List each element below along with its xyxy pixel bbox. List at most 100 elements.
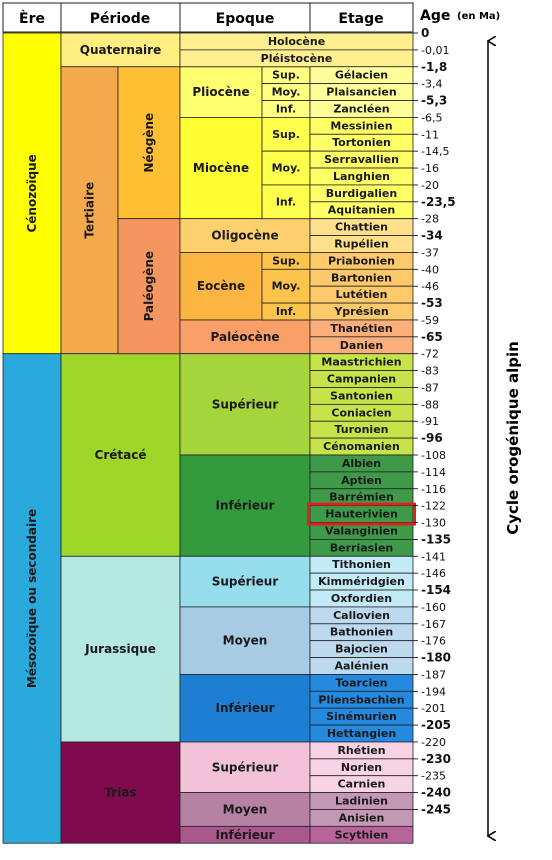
etage-label-chattien: Chattien (335, 221, 388, 234)
periode-label-tertiaire-1: Tertiaire (83, 182, 97, 239)
epoque-cell-inferieur-11 (179, 674, 311, 743)
etage-label-rhetien: Rhétien (337, 744, 385, 757)
periode-label-jurassique-3: Jurassique (84, 642, 156, 656)
etage-label-hettangien: Hettangien (327, 727, 396, 740)
epoque-cell-superieur-9 (179, 555, 311, 608)
age-label-37: -180 (421, 651, 451, 665)
cycle-label: Cycle orogénique alpin (504, 341, 522, 535)
etage-label-tortonien: Tortonien (332, 136, 391, 149)
epoque-label-superieur-9: Supérieur (212, 575, 279, 589)
etage-label-danien: Danien (340, 339, 383, 352)
etage-label-barremien: Barrémien (329, 491, 394, 504)
ere-cell-mesozoique-ou-secondaire-1 (2, 353, 62, 844)
age-label-21: -87 (421, 381, 439, 394)
age-label-9: -20 (421, 179, 439, 192)
periode-label-cretace-2: Crétacé (95, 448, 147, 462)
subepoque-label-moy-1: Moy. (272, 86, 301, 99)
age-label-20: -83 (421, 365, 439, 378)
header-periode-cell (60, 2, 181, 33)
etage-label-tithonien: Tithonien (332, 558, 391, 571)
epoque-cell-oligocene-4 (179, 218, 311, 253)
age-label-29: -130 (421, 517, 446, 530)
epoque-cell-superieur-7 (179, 353, 311, 456)
epoque-label-pliocene-2: Pliocène (192, 85, 249, 99)
etage-label-lutetien: Lutétien (336, 288, 388, 301)
etage-label-zancleen: Zancléen (333, 102, 389, 115)
periode-cell-jurassique-3 (60, 555, 181, 743)
etage-label-holocene: Holocène (268, 35, 325, 48)
age-label-33: -154 (421, 583, 451, 597)
epoque-label-paleocene-6: Paléocène (211, 330, 280, 344)
age-label-16: -53 (421, 296, 443, 310)
age-label-36: -176 (421, 635, 446, 648)
subepoque-label-moy-4: Moy. (272, 162, 301, 175)
subperiode-label-paleogene-1: Paléogène (142, 251, 156, 321)
etage-label-valanginien: Valanginien (325, 524, 398, 537)
etage-label-santonien: Santonien (330, 389, 393, 402)
age-label-45: -240 (421, 786, 451, 800)
etage-cell-scythien (309, 825, 414, 844)
subepoque-label-sup-6: Sup. (272, 254, 300, 267)
age-label-11: -28 (421, 213, 439, 226)
age-label-2: -1,8 (421, 60, 447, 74)
epoque-label-inferieur-14: Inférieur (216, 828, 275, 842)
epoque-label-inferieur-11: Inférieur (216, 701, 275, 715)
age-label-6: -11 (421, 128, 439, 141)
etage-label-gelacien: Gélacien (335, 69, 388, 82)
age-label-41: -205 (421, 718, 451, 732)
age-label-3: -3,4 (421, 78, 442, 91)
etage-label-bathonien: Bathonien (330, 626, 393, 639)
etage-label-maastrichien: Maastrichien (321, 356, 401, 369)
etage-label-toarcien: Toarcien (335, 676, 387, 689)
age-label-40: -201 (421, 702, 446, 715)
epoque-label-inferieur-8: Inférieur (216, 499, 275, 513)
epoque-label-superieur-7: Supérieur (212, 397, 279, 411)
header-age-unit: (en Ma) (457, 11, 500, 22)
age-label-26: -114 (421, 466, 446, 479)
age-label-32: -146 (421, 567, 446, 580)
epoque-cell-miocene-3 (179, 117, 263, 220)
subepoque-label-sup-3: Sup. (272, 128, 300, 141)
age-label-4: -5,3 (421, 94, 447, 108)
table-labels: Cénozoïque Mésozoïque ou secondaire Quater… (25, 35, 416, 842)
etage-label-aalenien: Aalénien (334, 660, 388, 673)
epoque-cell-superieur-12 (179, 741, 311, 794)
age-label-7: -14,5 (421, 145, 449, 158)
age-label-43: -230 (421, 752, 451, 766)
highlight-box (307, 502, 416, 526)
etage-label-kimmeridgien: Kimméridgien (318, 575, 405, 588)
age-label-19: -72 (421, 348, 439, 361)
epoque-label-oligocene-4: Oligocène (211, 229, 278, 243)
age-label-46: -245 (421, 802, 451, 816)
age-label-0: 0 (421, 26, 429, 40)
header-ere: Ère (19, 10, 45, 27)
epoque-label-moyen-10: Moyen (223, 634, 268, 648)
age-label-15: -46 (421, 280, 439, 293)
age-label-18: -65 (421, 330, 443, 344)
etage-label-coniacien: Coniacien (331, 406, 391, 419)
age-label-31: -141 (421, 550, 446, 563)
age-label-12: -34 (421, 229, 443, 243)
epoque-label-eocene-5: Eocène (197, 279, 245, 293)
etage-label-turonien: Turonien (334, 423, 388, 436)
etage-label-bajocien: Bajocien (335, 643, 388, 656)
etage-label-plaisancien: Plaisancien (326, 86, 396, 99)
age-label-35: -167 (421, 618, 446, 631)
etage-label-cenomanien: Cénomanien (323, 440, 400, 453)
header-periode: Période (90, 11, 151, 27)
subperiode-cell-paleogene-1 (117, 218, 181, 355)
age-labels: 0 -0,01 -1,8 -3,4 -5,3 -6,5 -11 -14,5 -16 -20 -23,… (421, 26, 456, 816)
header-epoque-cell (179, 2, 311, 33)
etage-label-aptien: Aptien (341, 474, 382, 487)
etage-label-priabonien: Priabonien (328, 254, 395, 267)
header-etage: Etage (338, 11, 383, 27)
etage-label-thanetien: Thanétien (330, 322, 392, 335)
epoque-cell-moyen-10 (179, 606, 311, 675)
etage-label-anisien: Anisien (339, 811, 385, 824)
age-label-25: -108 (421, 449, 446, 462)
age-label-17: -59 (421, 314, 439, 327)
age-label-38: -187 (421, 668, 446, 681)
etage-label-messinien: Messinien (330, 119, 392, 132)
periode-cell-tertiaire-1 (60, 66, 119, 355)
